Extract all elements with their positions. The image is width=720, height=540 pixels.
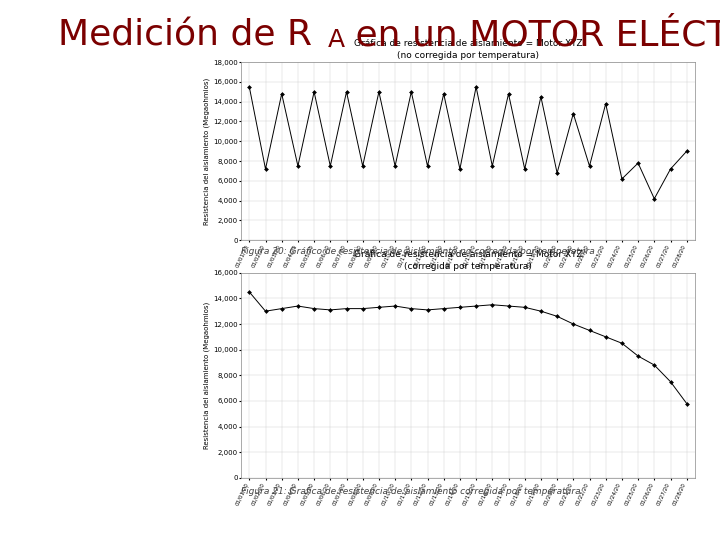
Title: Gráfica de resistencia de aislamiento = Motor XYZ
(no corregida por temperatura): Gráfica de resistencia de aislamiento = … (354, 39, 582, 60)
Text: A: A (328, 28, 345, 52)
Text: Figura 21: Grafica de resistencia de aislamiento corregida por temperatura: Figura 21: Grafica de resistencia de ais… (241, 487, 581, 496)
Y-axis label: Resistencia del aislamiento (Megaohmios): Resistencia del aislamiento (Megaohmios) (204, 302, 210, 449)
Text: en un MOTOR ELÉCTRICO: en un MOTOR ELÉCTRICO (344, 19, 720, 53)
Y-axis label: Resistencia del aislamiento (Megaohmios): Resistencia del aislamiento (Megaohmios) (204, 78, 210, 225)
Text: Figura 20: Gráfico de resistencia de aislamiento no corregida por temperatura: Figura 20: Gráfico de resistencia de ais… (241, 247, 595, 256)
Title: Gráfica de resistencia de aislamiento = Motor XYZ
(corregida por temperatura): Gráfica de resistencia de aislamiento = … (354, 249, 582, 271)
Text: Medición de R: Medición de R (58, 19, 312, 53)
